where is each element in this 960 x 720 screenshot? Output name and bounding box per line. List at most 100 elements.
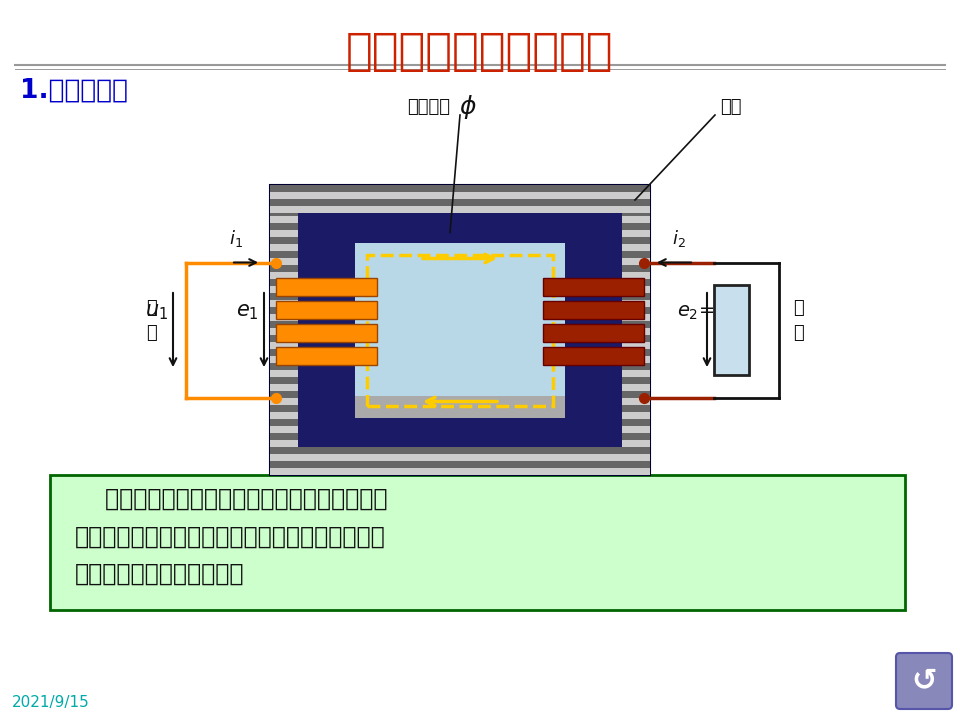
Bar [270, 279, 298, 286]
Bar [622, 213, 650, 216]
Bar [622, 419, 650, 426]
Bar [622, 244, 650, 251]
Bar [270, 356, 298, 363]
Bar [270, 223, 298, 230]
Bar [270, 307, 298, 314]
Bar [714, 285, 749, 375]
Bar [622, 328, 650, 335]
Bar [622, 286, 650, 293]
Text: 交变磁通: 交变磁通 [407, 98, 450, 116]
Bar [270, 419, 298, 426]
Text: 变压器根据电磁感应原理，将一种电压等级的
交流电压和电流变换为同频率的另一种等级的电压
和电流，实现电能的传递。: 变压器根据电磁感应原理，将一种电压等级的 交流电压和电流变换为同频率的另一种等级… [75, 487, 388, 585]
Bar [622, 321, 650, 328]
Bar [622, 300, 650, 307]
Text: $N_2$: $N_2$ [509, 300, 541, 330]
Bar [270, 230, 298, 237]
Bar [270, 206, 650, 213]
Bar [270, 293, 298, 300]
Bar [622, 342, 650, 349]
Text: 负
载: 负 载 [794, 299, 804, 341]
Bar [270, 185, 650, 475]
Bar [270, 426, 298, 433]
Bar [270, 363, 298, 370]
Text: $i_2$: $i_2$ [672, 228, 685, 248]
Bar [622, 405, 650, 412]
Text: $e_1$: $e_1$ [236, 302, 259, 322]
Text: 铁心: 铁心 [720, 98, 741, 116]
Bar [270, 258, 298, 265]
Bar [270, 265, 298, 272]
Text: $N_1$: $N_1$ [363, 300, 396, 330]
Bar [622, 223, 650, 230]
Bar [276, 323, 377, 341]
Bar [270, 398, 298, 405]
Bar [270, 199, 650, 206]
Text: 一、变压器原理及结构: 一、变压器原理及结构 [347, 30, 613, 73]
Bar [270, 384, 298, 391]
Bar [270, 328, 298, 335]
Bar [270, 335, 298, 342]
Bar [270, 440, 298, 447]
Text: 电
源: 电 源 [146, 299, 156, 341]
Bar [270, 349, 298, 356]
Bar [270, 391, 298, 398]
Bar [270, 468, 650, 475]
Bar [270, 286, 298, 293]
Bar [622, 349, 650, 356]
Bar [270, 412, 298, 419]
Bar [622, 335, 650, 342]
Bar [622, 363, 650, 370]
Bar [270, 251, 298, 258]
Bar [622, 314, 650, 321]
Bar [270, 216, 298, 223]
Text: $e_2$=$u_2$: $e_2$=$u_2$ [678, 302, 736, 322]
Bar [622, 398, 650, 405]
Bar [622, 279, 650, 286]
Bar [622, 391, 650, 398]
Bar [270, 185, 650, 192]
Bar [50, 475, 905, 610]
Bar [622, 370, 650, 377]
Bar [543, 300, 644, 318]
Text: ↺: ↺ [911, 667, 937, 696]
Bar [270, 377, 298, 384]
Bar [276, 300, 377, 318]
Bar [622, 237, 650, 244]
Bar [270, 314, 298, 321]
FancyBboxPatch shape [896, 653, 952, 709]
Bar [622, 258, 650, 265]
Bar [622, 272, 650, 279]
Text: $i_1$: $i_1$ [229, 228, 243, 248]
Bar [622, 265, 650, 272]
Bar [355, 395, 565, 418]
Bar [270, 405, 298, 412]
Text: 1: 1 [933, 690, 948, 710]
Bar [270, 454, 650, 461]
Bar [270, 192, 650, 199]
Text: 1.变压器原理: 1.变压器原理 [20, 78, 128, 104]
Bar [270, 213, 298, 216]
Bar [270, 433, 298, 440]
Bar [543, 277, 644, 295]
Bar [270, 321, 298, 328]
Bar [270, 300, 298, 307]
Bar [622, 412, 650, 419]
Bar [622, 356, 650, 363]
Bar [622, 293, 650, 300]
Bar [276, 277, 377, 295]
Text: 2021/9/15: 2021/9/15 [12, 695, 89, 710]
Text: $u_1$: $u_1$ [145, 302, 168, 322]
Bar [622, 307, 650, 314]
Bar [622, 377, 650, 384]
Bar [622, 426, 650, 433]
Bar [270, 447, 650, 454]
Bar [270, 461, 650, 468]
Bar [270, 272, 298, 279]
Bar [270, 244, 298, 251]
Bar [367, 254, 553, 405]
Text: $\phi$: $\phi$ [452, 93, 478, 121]
Bar [622, 230, 650, 237]
Bar [355, 243, 565, 418]
Bar [622, 433, 650, 440]
Bar [270, 370, 298, 377]
